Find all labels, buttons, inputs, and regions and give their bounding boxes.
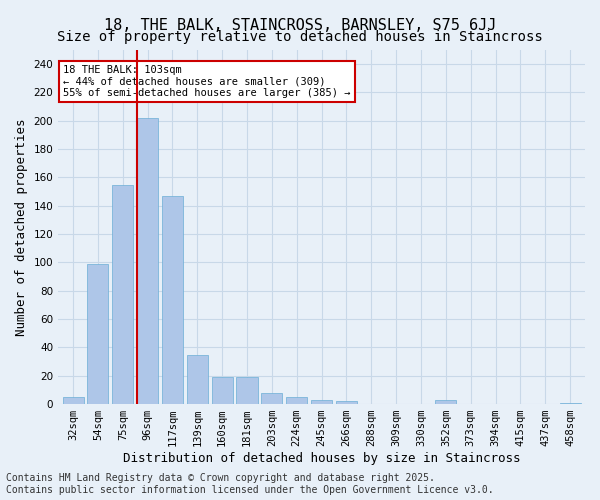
Bar <box>137 118 158 404</box>
Text: Size of property relative to detached houses in Staincross: Size of property relative to detached ho… <box>57 30 543 44</box>
Bar <box>435 400 457 404</box>
Text: 18 THE BALK: 103sqm
← 44% of detached houses are smaller (309)
55% of semi-detac: 18 THE BALK: 103sqm ← 44% of detached ho… <box>64 65 351 98</box>
X-axis label: Distribution of detached houses by size in Staincross: Distribution of detached houses by size … <box>123 452 520 465</box>
Bar <box>262 393 283 404</box>
Bar <box>187 354 208 404</box>
Text: Contains HM Land Registry data © Crown copyright and database right 2025.
Contai: Contains HM Land Registry data © Crown c… <box>6 474 494 495</box>
Bar <box>336 402 357 404</box>
Bar <box>560 402 581 404</box>
Bar <box>112 184 133 404</box>
Bar <box>286 397 307 404</box>
Bar <box>88 264 109 404</box>
Text: 18, THE BALK, STAINCROSS, BARNSLEY, S75 6JJ: 18, THE BALK, STAINCROSS, BARNSLEY, S75 … <box>104 18 496 32</box>
Y-axis label: Number of detached properties: Number of detached properties <box>15 118 28 336</box>
Bar <box>162 196 183 404</box>
Bar <box>212 377 233 404</box>
Bar <box>311 400 332 404</box>
Bar <box>62 397 83 404</box>
Bar <box>236 377 257 404</box>
